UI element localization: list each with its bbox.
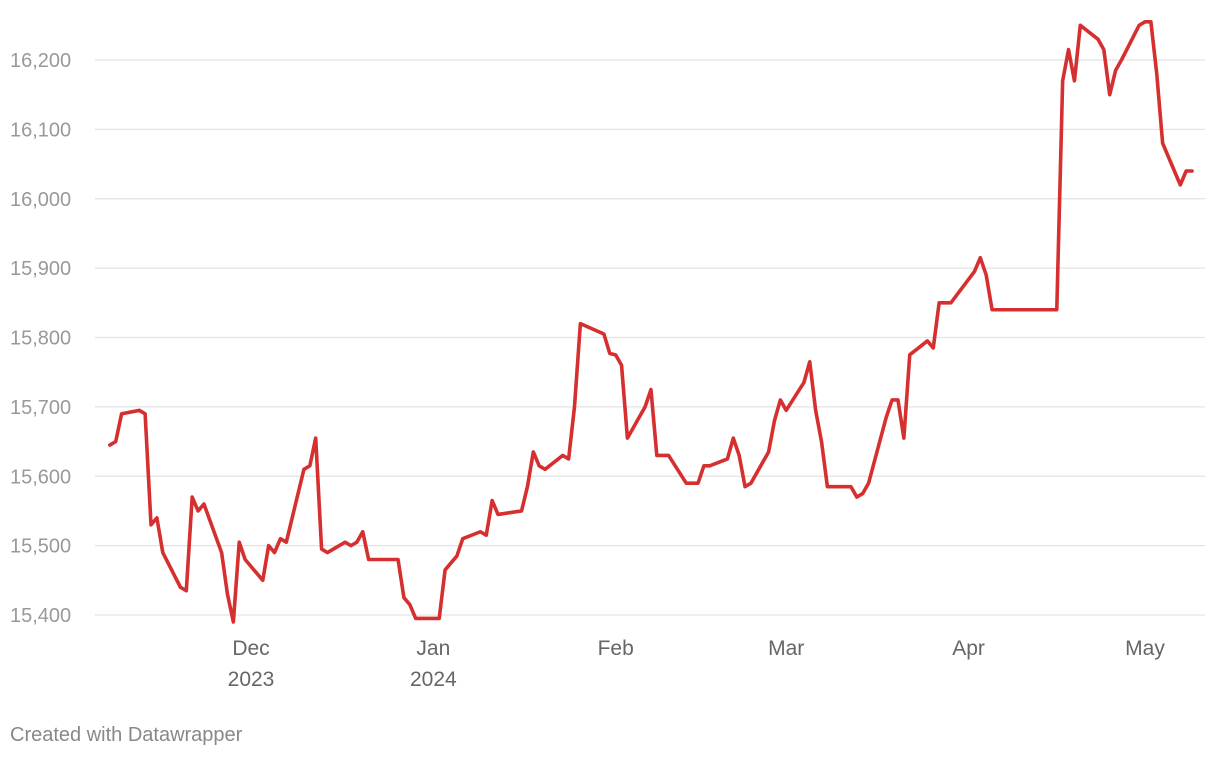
y-tick-label: 16,100 (10, 119, 71, 141)
x-axis-labels: Dec 2023 Jan 2024 Feb Mar Apr May (228, 637, 1166, 691)
y-axis-labels: 15,400 15,500 15,600 15,700 15,800 15,900 16,0… (10, 50, 71, 627)
x-tick-label: May (1125, 637, 1165, 660)
y-tick-label: 15,800 (10, 328, 71, 350)
series-line (108, 20, 1194, 624)
x-tick-label: Feb (598, 637, 634, 660)
y-tick-label: 16,200 (10, 50, 71, 72)
x-tick-year-label: 2024 (410, 668, 457, 691)
x-tick-label: Jan (416, 637, 450, 660)
y-tick-label: 15,900 (10, 258, 71, 280)
y-tick-label: 15,700 (10, 397, 71, 419)
credit-text: Created with Datawrapper (10, 724, 243, 746)
y-tick-label: 16,000 (10, 189, 71, 211)
x-tick-year-label: 2023 (228, 668, 275, 691)
grid-layer (95, 59, 1205, 616)
series-layer (108, 20, 1194, 624)
y-tick-label: 15,500 (10, 536, 71, 558)
y-tick-label: 15,400 (10, 605, 71, 627)
y-tick-label: 15,600 (10, 466, 71, 488)
x-tick-label: Mar (768, 637, 804, 660)
line-chart: 15,400 15,500 15,600 15,700 15,800 15,900 16,0… (10, 20, 1205, 691)
x-tick-label: Dec (232, 637, 269, 660)
x-tick-label: Apr (952, 637, 985, 660)
